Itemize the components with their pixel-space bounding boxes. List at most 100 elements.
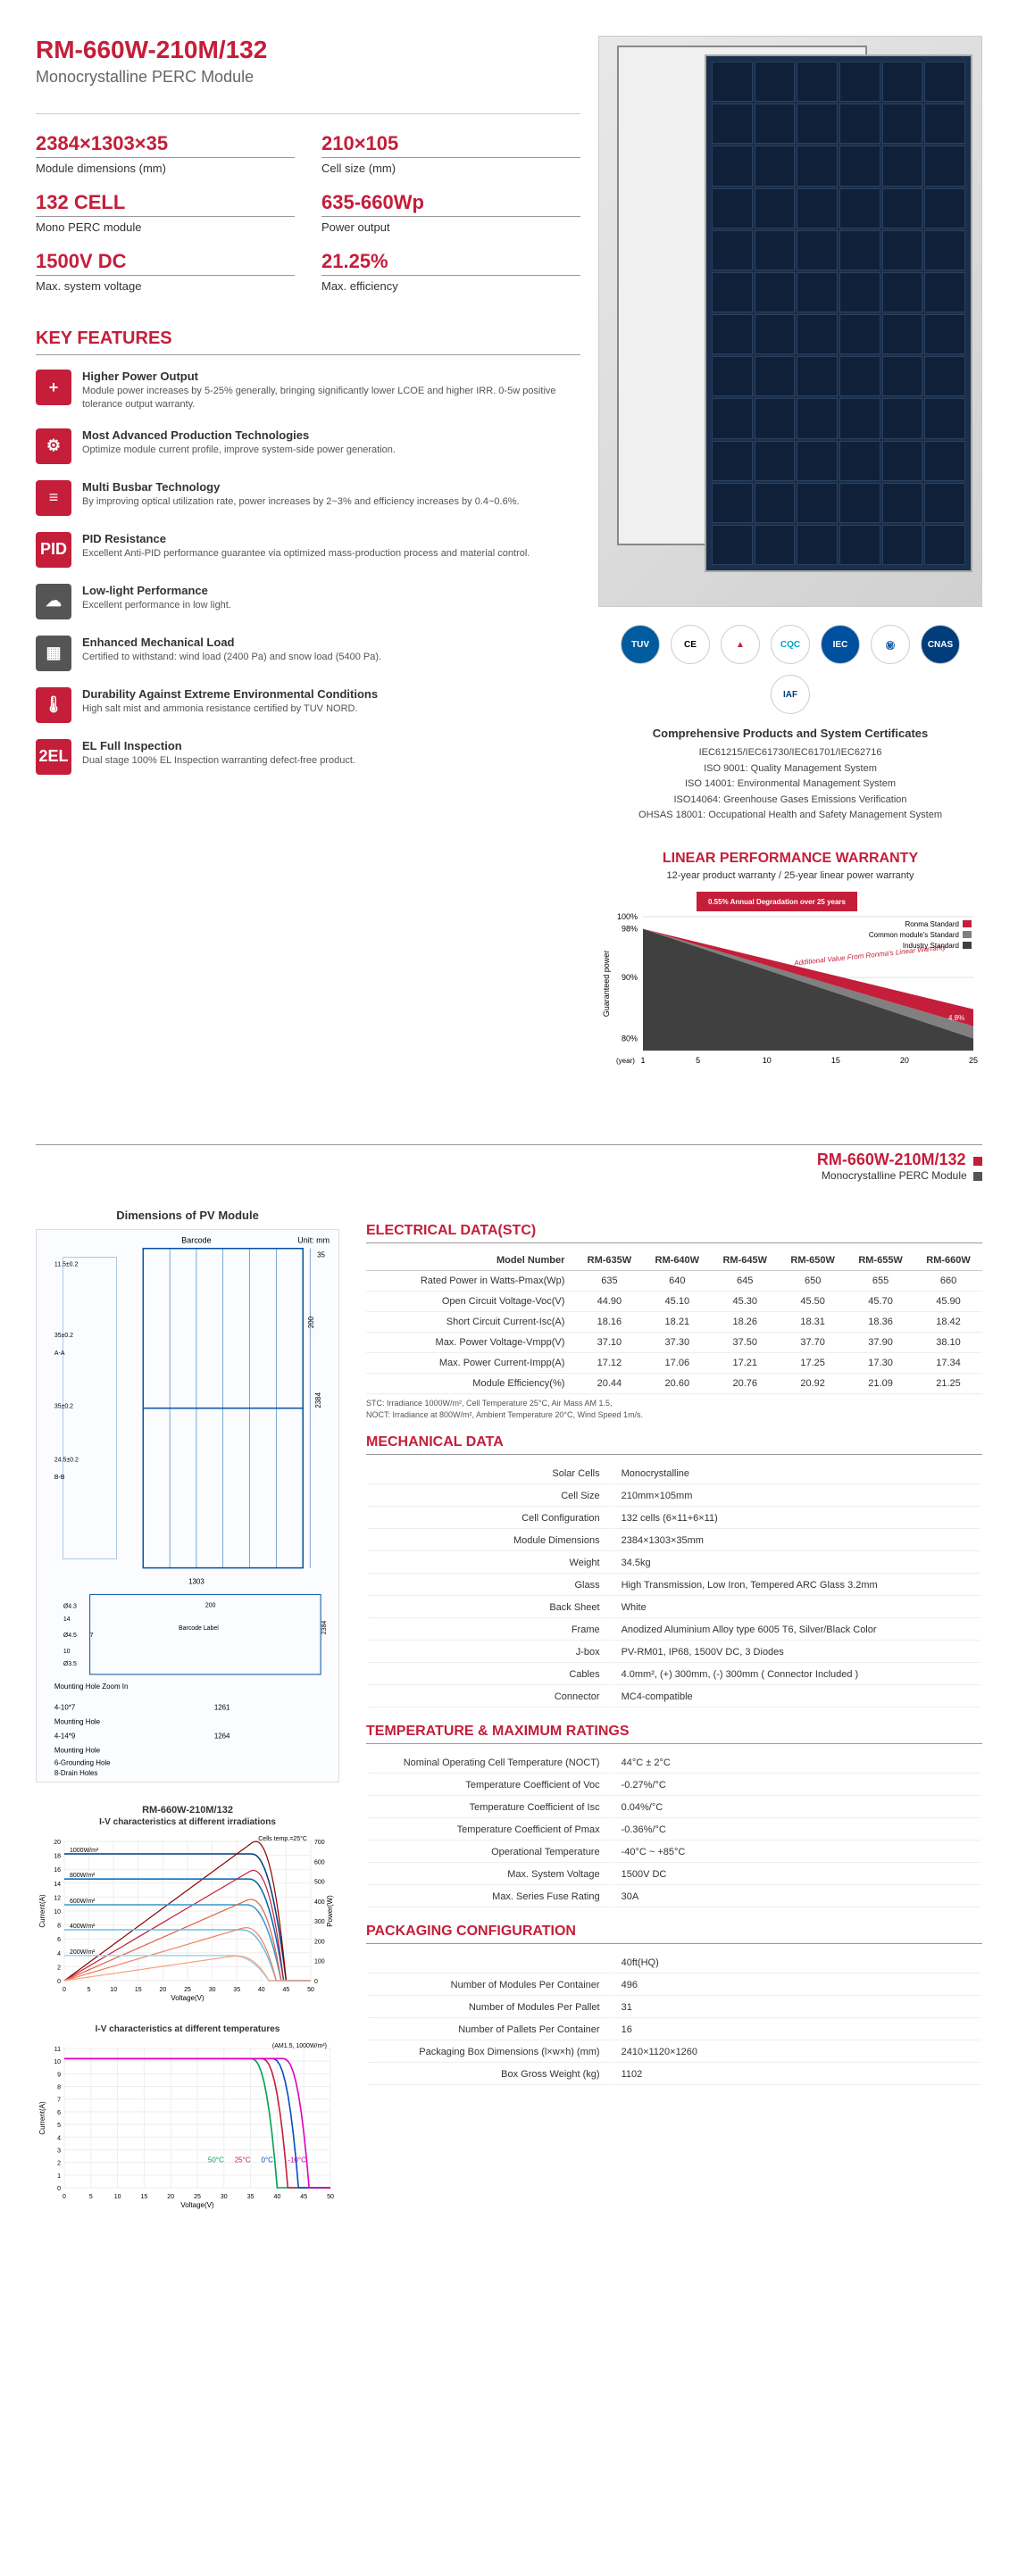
svg-text:15: 15 (831, 1056, 840, 1065)
table-cell: 45.90 (914, 1291, 982, 1311)
table-cell: 18.26 (711, 1311, 779, 1332)
table-cell: 17.06 (643, 1352, 711, 1373)
svg-text:200: 200 (314, 1939, 325, 1945)
table-cell: 650 (779, 1270, 847, 1291)
svg-text:600: 600 (314, 1859, 325, 1866)
svg-text:200W/m²: 200W/m² (70, 1949, 96, 1956)
kv-key: J-box (368, 1642, 613, 1663)
spec-label: Mono PERC module (36, 216, 295, 234)
page2-title: RM-660W-210M/132 (817, 1151, 966, 1168)
iv-chart-temperature: 051015202530354045500123456789101150°C25… (36, 2040, 339, 2209)
svg-text:-10°C: -10°C (288, 2156, 306, 2165)
table-cell: 37.70 (779, 1332, 847, 1352)
cert-logos: TUVCE▲CQCIEC㊙CNASIAF (598, 625, 982, 714)
table-cell: 17.21 (711, 1352, 779, 1373)
packaging-table: 40ft(HQ)Number of Modules Per Container4… (366, 1951, 982, 2087)
svg-text:50: 50 (327, 2194, 334, 2200)
svg-text:30: 30 (221, 2194, 228, 2200)
kv-key: Number of Modules Per Pallet (368, 1998, 613, 2018)
kv-value: White (614, 1598, 980, 1618)
kv-value: -40°C ~ +85°C (614, 1842, 980, 1863)
kv-value: 0.04%/°C (614, 1798, 980, 1818)
spec-value: 132 CELL (36, 191, 295, 214)
table-cell: 37.10 (575, 1332, 643, 1352)
svg-text:20: 20 (54, 1840, 61, 1846)
svg-text:90%: 90% (622, 973, 638, 982)
svg-text:2: 2 (57, 2161, 61, 2167)
dimensions-title: Dimensions of PV Module (36, 1209, 339, 1222)
svg-text:14: 14 (63, 1616, 71, 1623)
svg-text:800W/m²: 800W/m² (70, 1873, 96, 1879)
kv-key: Operational Temperature (368, 1842, 613, 1863)
spec-value: 2384×1303×35 (36, 132, 295, 155)
table-cell: Max. Power Voltage-Vmpp(V) (366, 1332, 575, 1352)
kv-key: Solar Cells (368, 1464, 613, 1484)
svg-text:4-14*9: 4-14*9 (54, 1732, 76, 1740)
svg-text:100%: 100% (617, 912, 638, 921)
table-cell: 18.16 (575, 1311, 643, 1332)
svg-text:25: 25 (184, 1987, 191, 1993)
feature-icon: ▦ (36, 636, 71, 671)
svg-text:1264: 1264 (214, 1732, 230, 1740)
svg-text:B-B: B-B (54, 1475, 65, 1481)
spec-value: 635-660Wp (321, 191, 580, 214)
key-features-title: KEY FEATURES (36, 328, 580, 355)
kv-value: 40ft(HQ) (614, 1953, 980, 1974)
svg-text:Barcode Label: Barcode Label (179, 1625, 219, 1632)
feature-title: Multi Busbar Technology (82, 480, 520, 494)
feature-icon: + (36, 370, 71, 405)
table-cell: 17.12 (575, 1352, 643, 1373)
product-code: RM-660W-210M/132 (36, 36, 580, 64)
spec-value: 210×105 (321, 132, 580, 155)
kv-value: 2410×1120×1260 (614, 2042, 980, 2063)
spec-value: 21.25% (321, 250, 580, 273)
svg-text:7: 7 (90, 1633, 94, 1639)
svg-text:10: 10 (763, 1056, 772, 1065)
table-cell: 45.50 (779, 1291, 847, 1311)
svg-text:4: 4 (57, 1951, 61, 1957)
kv-key: Temperature Coefficient of Pmax (368, 1820, 613, 1841)
svg-text:10: 10 (114, 2194, 121, 2200)
kv-value: High Transmission, Low Iron, Tempered AR… (614, 1575, 980, 1596)
table-cell: 20.60 (643, 1373, 711, 1393)
svg-text:200: 200 (307, 1316, 315, 1328)
kv-value: 1500V DC (614, 1865, 980, 1885)
svg-text:25°C: 25°C (235, 2156, 251, 2165)
table-cell: 645 (711, 1270, 779, 1291)
svg-text:300: 300 (314, 1919, 325, 1925)
svg-text:30: 30 (209, 1987, 216, 1993)
feature-title: PID Resistance (82, 532, 530, 545)
svg-text:8-Drain Holes: 8-Drain Holes (54, 1769, 98, 1777)
stc-note: STC: Irradiance 1000W/m², Cell Temperatu… (366, 1398, 982, 1420)
feature-title: EL Full Inspection (82, 739, 355, 752)
svg-text:35: 35 (317, 1251, 325, 1259)
table-header: RM-640W (643, 1251, 711, 1271)
feature-desc: By improving optical utilization rate, p… (82, 495, 520, 509)
electrical-title: ELECTRICAL DATA(STC) (366, 1223, 982, 1243)
svg-text:35: 35 (233, 1987, 240, 1993)
svg-text:Industry Standard: Industry Standard (903, 942, 959, 950)
kv-key: Cables (368, 1665, 613, 1685)
svg-text:98%: 98% (622, 925, 638, 934)
table-header: Model Number (366, 1251, 575, 1271)
kv-value: -0.27%/°C (614, 1775, 980, 1796)
svg-text:15: 15 (135, 1987, 142, 1993)
electrical-table: Model NumberRM-635WRM-640WRM-645WRM-650W… (366, 1251, 982, 1394)
spec-label: Module dimensions (mm) (36, 157, 295, 175)
temperature-table: Nominal Operating Cell Temperature (NOCT… (366, 1751, 982, 1909)
svg-text:20: 20 (167, 2194, 174, 2200)
warranty-subtitle: 12-year product warranty / 25-year linea… (598, 870, 982, 881)
svg-text:0°C: 0°C (262, 2156, 274, 2165)
kv-key: Cell Size (368, 1486, 613, 1507)
feature-desc: Excellent performance in low light. (82, 599, 231, 612)
svg-text:24.5±0.2: 24.5±0.2 (54, 1457, 79, 1463)
svg-text:700: 700 (314, 1840, 325, 1846)
svg-text:11.5±0.2: 11.5±0.2 (54, 1262, 79, 1268)
svg-text:Unit: mm: Unit: mm (297, 1236, 330, 1245)
svg-text:600W/m²: 600W/m² (70, 1899, 96, 1905)
table-cell: 20.76 (711, 1373, 779, 1393)
table-cell: Module Efficiency(%) (366, 1373, 575, 1393)
feature-title: Higher Power Output (82, 370, 580, 383)
table-cell: 45.70 (847, 1291, 914, 1311)
svg-text:Ø4.5: Ø4.5 (63, 1633, 77, 1639)
